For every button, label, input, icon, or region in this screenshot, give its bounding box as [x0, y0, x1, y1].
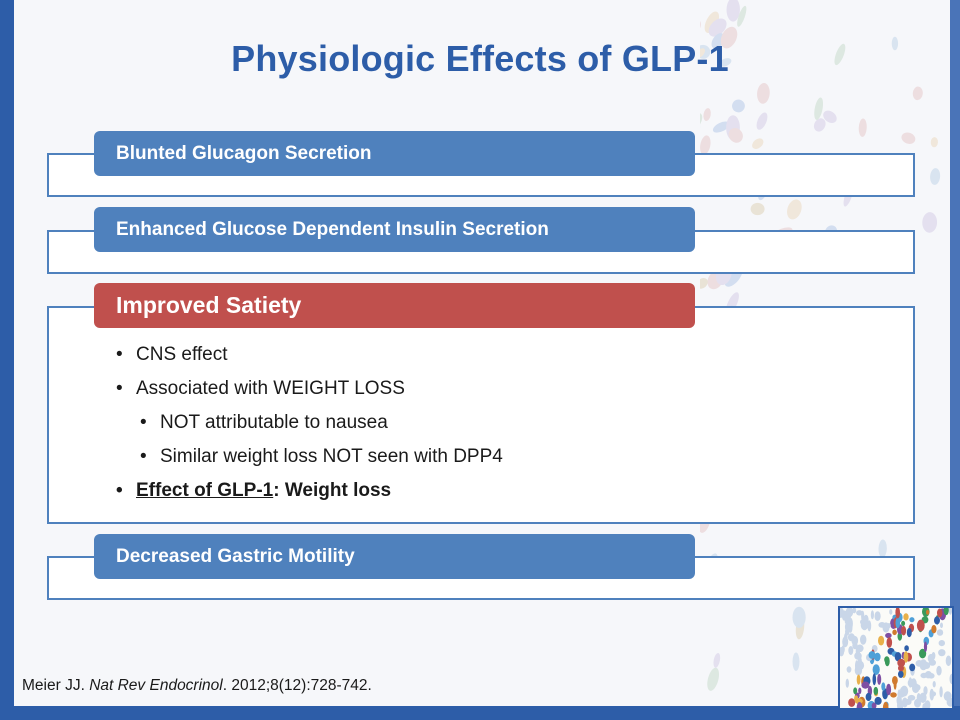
bullet-dot-icon: •	[116, 480, 123, 501]
citation: Meier JJ. Nat Rev Endocrinol. 2012;8(12)…	[22, 677, 372, 695]
bullet-item: • Effect of GLP-1: Weight loss	[114, 478, 503, 512]
citation-details: . 2012;8(12):728-742.	[222, 677, 372, 694]
bullet-text: Similar weight loss NOT seen with DPP4	[160, 446, 503, 467]
bottom-frame-bar	[0, 706, 960, 720]
right-frame-bar	[950, 0, 960, 720]
item-tab-glucagon: Blunted Glucagon Secretion	[94, 131, 695, 176]
corner-mosaic-image	[838, 606, 954, 710]
bullet-text: Associated with WEIGHT LOSS	[136, 378, 405, 399]
slide-title: Physiologic Effects of GLP-1	[231, 38, 729, 79]
item-box-satiety	[47, 306, 915, 524]
sub-bullet-item: • NOT attributable to nausea	[138, 410, 503, 444]
bullet-item: • CNS effect	[114, 342, 503, 376]
bullet-underlined-text: Effect of GLP-1	[136, 480, 274, 501]
citation-author: Meier JJ.	[22, 677, 90, 694]
bullet-dot-icon: •	[140, 446, 147, 467]
item-tab-insulin: Enhanced Glucose Dependent Insulin Secre…	[94, 207, 695, 252]
bullet-dot-icon: •	[116, 344, 123, 365]
bullet-dot-icon: •	[140, 412, 147, 433]
citation-journal: Nat Rev Endocrinol	[89, 677, 223, 694]
left-frame-bar	[0, 0, 14, 720]
bullet-text: CNS effect	[136, 344, 228, 365]
bullet-dot-icon: •	[116, 378, 123, 399]
sub-bullet-item: • Similar weight loss NOT seen with DPP4	[138, 444, 503, 478]
bullet-text: NOT attributable to nausea	[160, 412, 388, 433]
satiety-bullet-list: • CNS effect • Associated with WEIGHT LOSS…	[114, 342, 503, 512]
item-tab-gastric: Decreased Gastric Motility	[94, 534, 695, 579]
bullet-item: • Associated with WEIGHT LOSS	[114, 376, 503, 410]
item-tab-satiety: Improved Satiety	[94, 283, 695, 328]
bullet-text: : Weight loss	[273, 480, 392, 501]
